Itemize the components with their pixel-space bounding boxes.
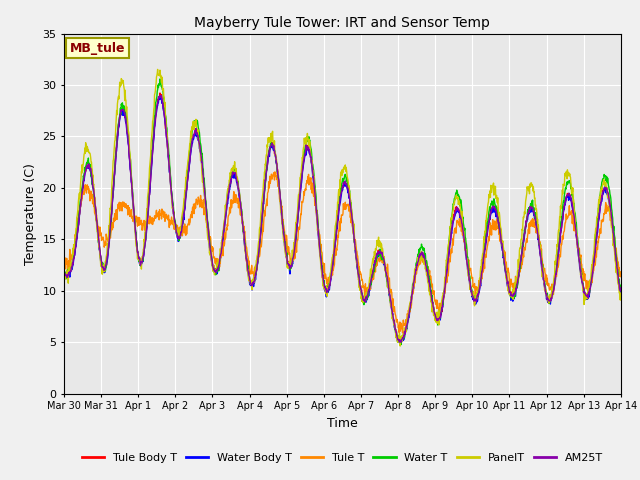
Water T — [171, 216, 179, 222]
PanelT — [171, 223, 179, 229]
Tule T — [184, 222, 191, 228]
Water T — [429, 304, 437, 310]
Water Body T — [246, 283, 254, 288]
PanelT — [429, 312, 437, 318]
Tule Body T — [246, 281, 254, 287]
AM25T — [617, 285, 625, 291]
PanelT — [396, 343, 404, 349]
Water Body T — [397, 340, 404, 346]
Water Body T — [157, 95, 164, 100]
Line: PanelT: PanelT — [64, 70, 621, 346]
Tule Body T — [617, 285, 625, 291]
AM25T — [397, 339, 405, 345]
Tule T — [170, 227, 178, 232]
Water Body T — [184, 171, 192, 177]
Tule Body T — [156, 90, 164, 96]
Line: AM25T: AM25T — [64, 96, 621, 342]
PanelT — [184, 157, 192, 163]
Legend: Tule Body T, Water Body T, Tule T, Water T, PanelT, AM25T: Tule Body T, Water Body T, Tule T, Water… — [77, 448, 607, 467]
Water Body T — [429, 310, 437, 316]
Water T — [397, 342, 405, 348]
Water Body T — [617, 288, 625, 294]
Line: Water Body T: Water Body T — [64, 97, 621, 343]
Water T — [552, 270, 559, 276]
Tule Body T — [171, 218, 179, 224]
Water T — [502, 269, 510, 275]
Tule Body T — [184, 169, 192, 175]
Tule T — [502, 259, 510, 265]
Line: Tule Body T: Tule Body T — [64, 93, 621, 342]
Water T — [60, 273, 68, 278]
PanelT — [154, 67, 161, 72]
Tule Body T — [552, 273, 559, 278]
PanelT — [617, 290, 625, 296]
Tule T — [429, 291, 437, 297]
AM25T — [429, 305, 437, 311]
AM25T — [552, 275, 559, 281]
Water T — [184, 166, 192, 171]
Tule Body T — [397, 339, 405, 345]
AM25T — [157, 93, 164, 98]
Water Body T — [60, 273, 68, 278]
Text: MB_tule: MB_tule — [70, 42, 125, 55]
Tule T — [552, 277, 559, 283]
Water Body T — [502, 273, 510, 278]
AM25T — [60, 270, 68, 276]
Line: Water T: Water T — [64, 79, 621, 345]
AM25T — [246, 280, 254, 286]
AM25T — [184, 171, 192, 177]
Y-axis label: Temperature (C): Temperature (C) — [24, 163, 36, 264]
AM25T — [171, 219, 179, 225]
Tule T — [246, 270, 254, 276]
PanelT — [246, 282, 254, 288]
PanelT — [502, 274, 510, 279]
Tule Body T — [60, 271, 68, 276]
Water T — [617, 282, 625, 288]
Water T — [246, 280, 254, 286]
Tule T — [271, 169, 278, 175]
Water Body T — [171, 221, 179, 227]
Title: Mayberry Tule Tower: IRT and Sensor Temp: Mayberry Tule Tower: IRT and Sensor Temp — [195, 16, 490, 30]
PanelT — [60, 270, 68, 276]
Tule Body T — [429, 304, 437, 310]
Tule T — [617, 273, 625, 279]
Water T — [156, 76, 164, 82]
Tule T — [60, 259, 68, 265]
PanelT — [552, 262, 559, 267]
Tule T — [399, 330, 406, 336]
Water Body T — [552, 277, 559, 283]
X-axis label: Time: Time — [327, 417, 358, 430]
Line: Tule T: Tule T — [64, 172, 621, 333]
Tule Body T — [502, 273, 510, 278]
AM25T — [502, 272, 510, 278]
